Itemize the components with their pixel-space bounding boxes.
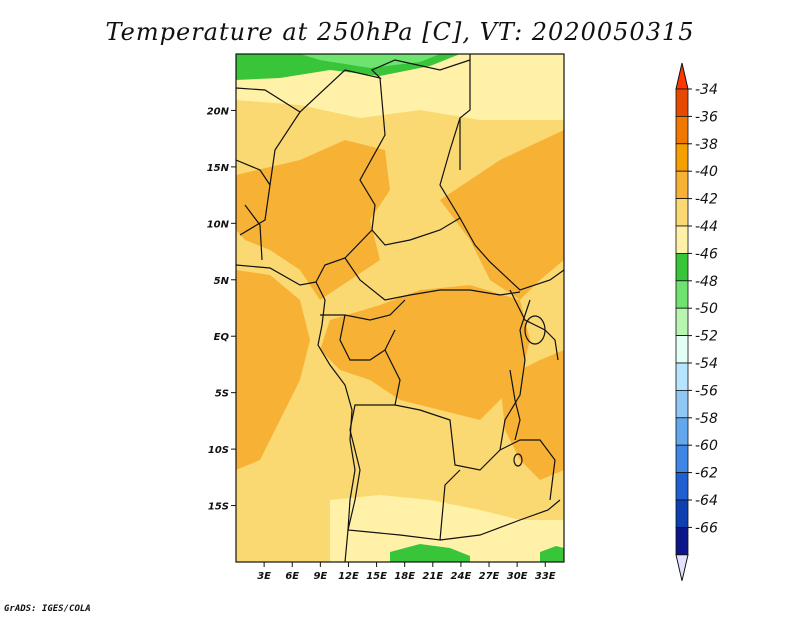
colorbar-bottom-arrow	[675, 554, 689, 581]
colorbar-label: -48	[695, 274, 718, 290]
colorbar-swatch	[675, 252, 689, 282]
colorbar-label: -52	[695, 329, 718, 345]
x-tick-label: 12E	[338, 571, 359, 582]
x-axis: 3E 6E 9E 12E 15E 18E 21E 24E 27E 30E 33E	[257, 562, 556, 582]
colorbar-label: -50	[695, 301, 718, 317]
colorbar-label: -66	[695, 520, 718, 536]
shade-west-orange	[236, 270, 310, 470]
x-tick-label: 15E	[366, 571, 387, 582]
country-borders	[236, 54, 564, 541]
colorbar-label: -46	[695, 246, 718, 262]
y-axis: 20N 15N 10N 5N EQ 5S 10S 15S	[207, 106, 236, 513]
y-tick-label: 10N	[207, 219, 230, 230]
colorbar-swatch	[675, 280, 689, 309]
colorbar-swatch	[675, 198, 689, 227]
colorbar-swatch	[675, 499, 689, 528]
colorbar-swatch	[675, 225, 689, 254]
x-tick-label: 24E	[451, 571, 472, 582]
colorbar-swatch	[675, 417, 689, 446]
coastline	[315, 281, 356, 562]
y-tick-label: 5N	[214, 276, 230, 287]
colorbar-label: -54	[695, 356, 718, 372]
shade-east-orange	[500, 350, 564, 480]
y-tick-label: EQ	[214, 332, 230, 343]
x-tick-label: 33E	[535, 571, 556, 582]
colorbar-label: -38	[695, 137, 718, 153]
x-tick-label: 27E	[479, 571, 500, 582]
colorbar-swatch	[675, 143, 689, 172]
colorbar-label: -60	[695, 438, 718, 454]
colorbar-swatch	[675, 472, 689, 501]
colorbar-swatch	[675, 389, 689, 419]
shade-sahel-orange-2	[440, 130, 564, 300]
x-tick-label: 3E	[257, 571, 271, 582]
colorbar-label: -40	[695, 164, 718, 180]
colorbar-swatch	[675, 88, 689, 117]
x-tick-label: 30E	[507, 571, 528, 582]
colorbar: -34 -36 -38 -40 -42 -44 -46 -48 -50 -52 -54 -56 -58 -…	[675, 62, 718, 581]
credit-text: GrADS: IGES/COLA	[4, 604, 91, 614]
y-tick-label: 20N	[207, 106, 230, 117]
map-title: Temperature at 250hPa [C], VT: 202005031…	[105, 18, 695, 46]
colorbar-swatch	[675, 307, 689, 337]
y-tick-label: 15S	[208, 502, 229, 513]
colorbar-label: -64	[695, 493, 718, 509]
shade-southeast-green	[540, 546, 564, 562]
x-tick-label: 6E	[285, 571, 299, 582]
colorbar-top-arrow	[675, 62, 689, 90]
colorbar-label: -58	[695, 411, 718, 427]
colorbar-label: -36	[695, 109, 718, 125]
shade-congo-orange	[320, 285, 530, 420]
colorbar-swatch	[675, 527, 689, 556]
colorbar-label: -42	[695, 192, 718, 208]
lakes	[509, 315, 546, 467]
x-tick-label: 9E	[313, 571, 327, 582]
temperature-field	[236, 54, 564, 562]
colorbar-label: -62	[695, 466, 718, 482]
y-tick-label: 15N	[207, 163, 230, 174]
shade-south-green	[390, 544, 470, 562]
x-tick-label: 21E	[422, 571, 443, 582]
colorbar-label: -56	[695, 383, 718, 399]
shade-north-green-light	[300, 54, 440, 68]
colorbar-swatch	[675, 335, 689, 364]
x-tick-label: 18E	[394, 571, 415, 582]
colorbar-swatch	[675, 444, 689, 474]
y-tick-label: 5S	[215, 389, 229, 400]
colorbar-label: -44	[695, 219, 718, 235]
shade-sahel-orange-1	[236, 140, 390, 300]
y-tick-label: 10S	[208, 445, 229, 456]
colorbar-swatch	[675, 116, 689, 145]
colorbar-swatch	[675, 362, 689, 391]
shade-south-pale	[330, 495, 564, 562]
colorbar-swatch	[675, 170, 689, 199]
colorbar-label: -34	[695, 82, 718, 98]
map-frame	[235, 53, 565, 563]
